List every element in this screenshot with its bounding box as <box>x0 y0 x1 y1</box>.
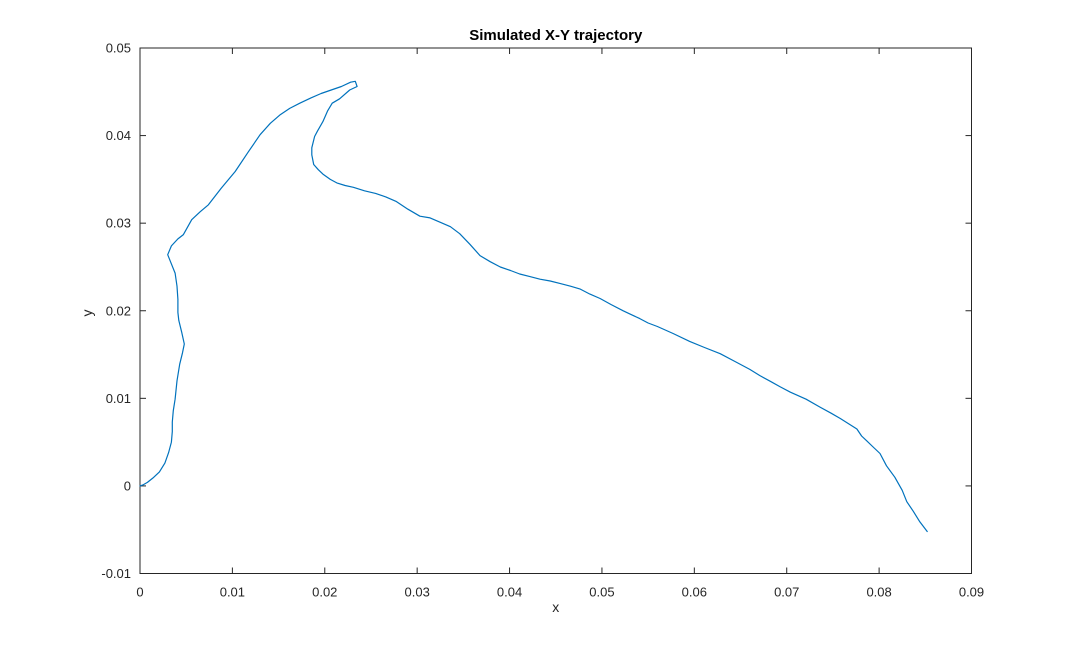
plot-box <box>139 47 972 574</box>
x-tick-label: 0.09 <box>959 585 984 600</box>
x-tick-label: 0.01 <box>220 585 245 600</box>
trajectory-line <box>139 80 928 533</box>
y-tick-label: 0.03 <box>106 216 131 231</box>
x-axis-label: x <box>552 599 559 615</box>
y-tick-label: 0.02 <box>106 303 131 318</box>
y-tick-label: -0.01 <box>101 566 131 581</box>
series-layer <box>139 80 928 533</box>
x-tick-label: 0 <box>136 585 143 600</box>
axes: 0 0.01 0.02 0.03 0.04 0.05 0.06 0.07 0.08 0.09 -0.… <box>101 41 984 600</box>
x-tick-label: 0.06 <box>682 585 707 600</box>
y-axis-label: y <box>79 310 95 317</box>
y-tick-label: 0 <box>124 478 131 493</box>
y-tick-label: 0.01 <box>106 391 131 406</box>
chart-title: Simulated X-Y trajectory <box>469 27 643 44</box>
x-tick-label: 0.08 <box>866 585 891 600</box>
y-tick-label: 0.05 <box>106 41 131 56</box>
x-tick-label: 0.07 <box>774 585 799 600</box>
x-tick-label: 0.03 <box>405 585 430 600</box>
x-tick-label: 0.05 <box>589 585 614 600</box>
y-tick-label: 0.04 <box>106 128 131 143</box>
x-tick-label: 0.04 <box>497 585 522 600</box>
x-tick-label: 0.02 <box>312 585 337 600</box>
